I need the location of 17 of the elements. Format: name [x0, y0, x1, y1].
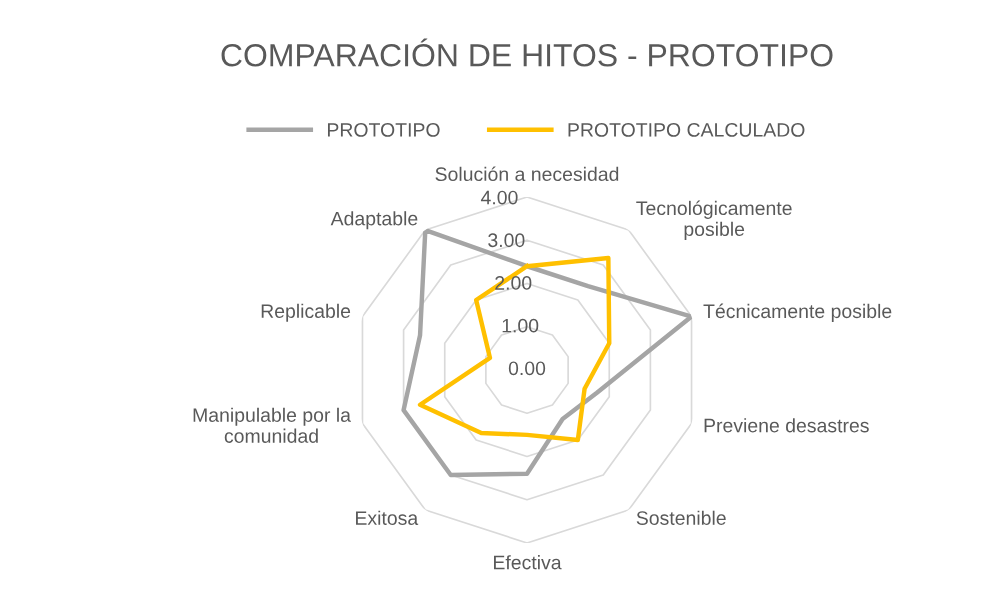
spoke-label: Previene desastres [704, 418, 869, 433]
spoke-label: Técnicamente posible [703, 303, 892, 322]
y-tick-label: 3.00 [488, 233, 525, 248]
chart-title: COMPARACIÓN DE HITOS - PROTOTIPO [221, 38, 833, 67]
spoke-label: Sostenible [636, 510, 726, 525]
spoke-label: Efectiva [494, 555, 562, 570]
legend-label: PROTOTIPO [327, 123, 440, 137]
spoke-label: Solución a necesidad [435, 166, 619, 182]
y-tick-label: 1.00 [502, 318, 539, 333]
spoke-label: Tecnológicamente posible [636, 200, 792, 240]
y-tick-label: 0.00 [508, 361, 546, 376]
spoke-label: Adaptable [330, 211, 418, 230]
legend-label: PROTOTIPO CALCULADO [568, 123, 805, 137]
y-tick-label: 4.00 [480, 190, 518, 205]
spoke-label: Replicable [261, 303, 351, 322]
spoke-label: Exitosa [356, 510, 419, 525]
spoke-label: Manipulable por la comunidad [193, 407, 351, 443]
